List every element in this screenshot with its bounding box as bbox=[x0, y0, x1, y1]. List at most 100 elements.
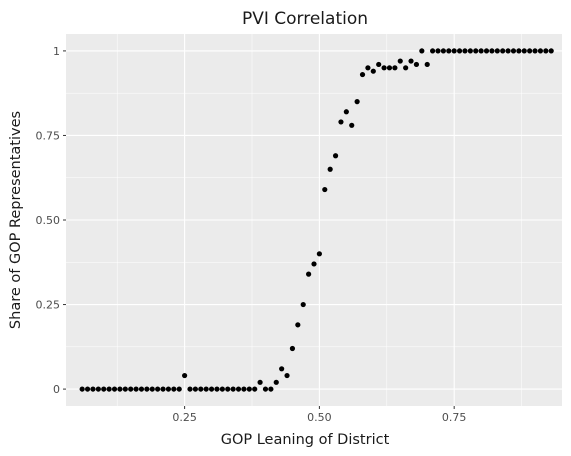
data-point-53 bbox=[365, 65, 371, 71]
data-point-21 bbox=[192, 386, 198, 392]
data-point-46 bbox=[327, 166, 333, 172]
data-point-48 bbox=[338, 119, 344, 125]
x-tick-label: 0.75 bbox=[442, 411, 467, 424]
data-point-74 bbox=[478, 48, 484, 54]
data-point-64 bbox=[424, 61, 430, 68]
data-point-10 bbox=[133, 386, 139, 392]
data-point-61 bbox=[408, 58, 414, 64]
y-tick-label: 1 bbox=[53, 45, 60, 58]
data-point-41 bbox=[300, 301, 306, 308]
data-point-38 bbox=[284, 372, 290, 379]
data-point-83 bbox=[527, 48, 533, 54]
data-point-76 bbox=[489, 48, 495, 54]
data-point-80 bbox=[510, 48, 517, 54]
data-point-32 bbox=[252, 386, 258, 392]
data-point-30 bbox=[241, 386, 247, 392]
data-point-65 bbox=[430, 48, 436, 54]
data-point-6 bbox=[111, 386, 118, 392]
data-point-1 bbox=[84, 386, 91, 392]
data-point-58 bbox=[392, 65, 398, 71]
data-point-56 bbox=[381, 65, 387, 71]
data-point-0 bbox=[79, 386, 85, 392]
data-point-2 bbox=[90, 386, 96, 392]
data-point-34 bbox=[262, 386, 269, 392]
data-point-47 bbox=[332, 153, 339, 159]
data-point-8 bbox=[122, 386, 128, 392]
data-point-17 bbox=[171, 386, 177, 392]
data-point-78 bbox=[500, 48, 506, 54]
data-point-79 bbox=[505, 48, 511, 54]
data-point-23 bbox=[203, 386, 209, 392]
data-point-33 bbox=[257, 379, 263, 385]
data-point-44 bbox=[316, 251, 322, 257]
data-point-85 bbox=[537, 48, 544, 54]
data-point-27 bbox=[225, 386, 231, 392]
data-point-87 bbox=[548, 48, 554, 54]
data-point-50 bbox=[349, 122, 355, 128]
data-point-71 bbox=[462, 48, 468, 54]
data-point-31 bbox=[246, 386, 252, 392]
y-axis-title: Share of GOP Representatives bbox=[8, 111, 24, 329]
data-point-62 bbox=[413, 61, 420, 68]
data-point-77 bbox=[494, 48, 500, 54]
data-point-11 bbox=[138, 386, 145, 392]
data-point-45 bbox=[322, 186, 328, 193]
data-point-70 bbox=[456, 48, 463, 54]
data-point-16 bbox=[165, 386, 172, 392]
data-point-82 bbox=[521, 48, 527, 54]
data-point-29 bbox=[235, 386, 242, 392]
data-point-73 bbox=[473, 48, 479, 54]
data-point-59 bbox=[397, 58, 403, 64]
data-point-35 bbox=[268, 386, 274, 392]
data-point-42 bbox=[306, 271, 312, 277]
data-point-68 bbox=[446, 48, 452, 54]
y-tick-label: 0 bbox=[53, 383, 60, 396]
data-point-13 bbox=[149, 386, 155, 392]
data-point-43 bbox=[311, 261, 317, 267]
data-point-19 bbox=[182, 372, 188, 379]
x-tick-label: 0.25 bbox=[172, 411, 197, 424]
data-point-54 bbox=[370, 68, 376, 74]
data-point-55 bbox=[376, 61, 382, 68]
y-axis: 0 0.25 0.50 0.75 1 bbox=[36, 45, 66, 396]
data-point-51 bbox=[354, 99, 360, 105]
data-point-57 bbox=[386, 65, 393, 71]
grid-lines bbox=[66, 34, 562, 406]
data-point-7 bbox=[117, 386, 123, 392]
data-point-9 bbox=[128, 386, 134, 392]
y-tick-label: 0.25 bbox=[36, 299, 61, 312]
data-point-4 bbox=[101, 386, 107, 392]
data-point-18 bbox=[176, 386, 182, 392]
data-point-37 bbox=[279, 366, 285, 372]
data-point-14 bbox=[155, 386, 161, 392]
y-tick-label: 0.50 bbox=[36, 214, 61, 227]
data-point-75 bbox=[483, 48, 490, 54]
data-point-86 bbox=[543, 48, 549, 54]
data-point-24 bbox=[208, 386, 215, 392]
x-axis-title: GOP Leaning of District bbox=[221, 432, 390, 448]
data-point-36 bbox=[273, 379, 279, 385]
data-point-63 bbox=[419, 48, 425, 54]
data-point-60 bbox=[403, 65, 409, 71]
data-point-72 bbox=[467, 48, 473, 54]
data-point-69 bbox=[451, 48, 457, 54]
data-point-52 bbox=[359, 71, 366, 78]
data-point-39 bbox=[289, 345, 296, 352]
data-points bbox=[79, 48, 554, 392]
x-axis: 0.25 0.50 0.75 bbox=[172, 406, 466, 424]
data-point-5 bbox=[106, 386, 112, 392]
data-point-40 bbox=[295, 322, 301, 328]
chart-title: PVI Correlation bbox=[242, 9, 368, 29]
data-point-67 bbox=[440, 48, 446, 54]
data-point-12 bbox=[144, 386, 150, 392]
data-point-15 bbox=[160, 386, 166, 392]
data-point-22 bbox=[198, 386, 204, 392]
x-tick-label: 0.50 bbox=[307, 411, 332, 424]
data-point-26 bbox=[219, 386, 225, 392]
data-point-3 bbox=[95, 386, 101, 392]
data-point-84 bbox=[532, 48, 538, 54]
data-point-81 bbox=[516, 48, 522, 54]
data-point-28 bbox=[230, 386, 236, 392]
data-point-20 bbox=[187, 386, 193, 392]
